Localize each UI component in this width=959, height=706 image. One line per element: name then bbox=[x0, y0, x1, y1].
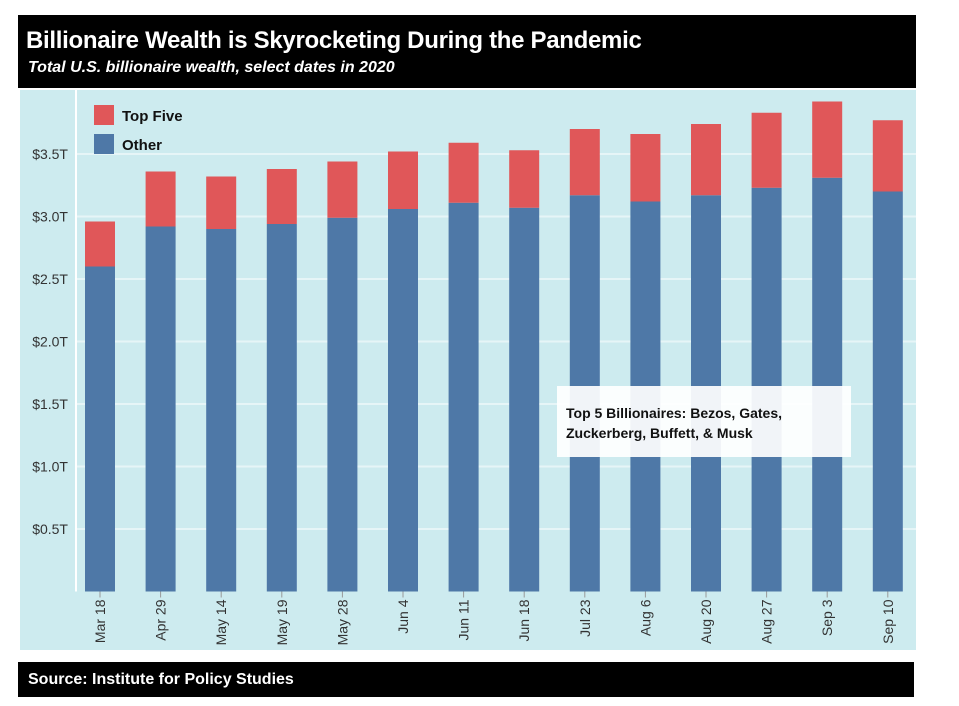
bar-top-five bbox=[691, 124, 721, 196]
bar-top-five bbox=[812, 101, 843, 178]
bar-other bbox=[327, 217, 358, 592]
chart-subtitle: Total U.S. billionaire wealth, select da… bbox=[28, 59, 395, 76]
bar-other bbox=[872, 191, 903, 592]
bar-top-five bbox=[145, 171, 176, 227]
bar-top-five bbox=[448, 142, 479, 203]
legend-label: Other bbox=[122, 137, 162, 154]
bar-top-five bbox=[327, 161, 358, 218]
bar-top-five bbox=[872, 120, 903, 192]
x-tick-label: Sep 10 bbox=[880, 599, 896, 644]
x-tick-label: Aug 6 bbox=[637, 599, 653, 636]
x-tick-label: May 19 bbox=[274, 599, 290, 645]
x-tick-label: Jun 4 bbox=[395, 599, 411, 633]
bar-top-five bbox=[206, 176, 237, 229]
bar-other bbox=[85, 266, 115, 592]
bar-top-five bbox=[751, 112, 782, 188]
source-note: Source: Institute for Policy Studies bbox=[28, 671, 294, 688]
x-tick-label: Jul 23 bbox=[577, 599, 593, 637]
x-tick-label: Aug 20 bbox=[698, 599, 714, 644]
x-tick-label: May 14 bbox=[213, 599, 229, 645]
bar-other bbox=[206, 229, 237, 592]
x-tick-label: Apr 29 bbox=[153, 599, 169, 640]
chart: $0.5T $1.0T $1.5T $2.0T $2.5T $3.0T $3.5T Mar 1… bbox=[20, 90, 916, 650]
title-bar: Billionaire Wealth is Skyrocketing Durin… bbox=[18, 15, 916, 88]
y-tick-label: $2.5T bbox=[32, 271, 68, 287]
bar-other bbox=[145, 226, 176, 592]
y-tick-label: $3.5T bbox=[32, 146, 68, 162]
annotation-text: Top 5 Billionaires: Bezos, Gates, bbox=[566, 405, 782, 421]
annotation-box bbox=[557, 386, 851, 457]
bar-other bbox=[266, 224, 297, 592]
x-tick-label: Sep 3 bbox=[819, 599, 835, 636]
x-tick-label: Aug 27 bbox=[759, 599, 775, 644]
annotation-text: Zuckerberg, Buffett, & Musk bbox=[566, 425, 753, 441]
x-tick-label: Jun 18 bbox=[516, 599, 532, 641]
bar-top-five bbox=[85, 221, 115, 267]
bar-top-five bbox=[509, 150, 540, 208]
legend-swatch bbox=[94, 134, 114, 154]
bar-other bbox=[812, 177, 843, 592]
y-tick-label: $1.0T bbox=[32, 459, 68, 475]
y-tick-label: $0.5T bbox=[32, 521, 68, 537]
bar-other bbox=[388, 209, 418, 592]
chart-title: Billionaire Wealth is Skyrocketing Durin… bbox=[26, 27, 642, 54]
y-tick-label: $2.0T bbox=[32, 334, 68, 350]
x-tick-label: Jun 11 bbox=[456, 599, 472, 640]
source-bar: Source: Institute for Policy Studies bbox=[18, 662, 914, 697]
legend-label: Top Five bbox=[122, 108, 183, 125]
x-tick-label: May 28 bbox=[334, 599, 350, 645]
bar-top-five bbox=[388, 151, 418, 209]
bar-top-five bbox=[266, 169, 297, 224]
bar-top-five bbox=[630, 134, 661, 202]
x-tick-label: Mar 18 bbox=[92, 599, 108, 643]
legend-swatch bbox=[94, 105, 114, 125]
bar-other bbox=[448, 202, 479, 592]
bar-other bbox=[509, 207, 540, 592]
y-tick-label: $1.5T bbox=[32, 396, 68, 412]
y-tick-label: $3.0T bbox=[32, 209, 68, 225]
bar-top-five bbox=[569, 129, 600, 196]
